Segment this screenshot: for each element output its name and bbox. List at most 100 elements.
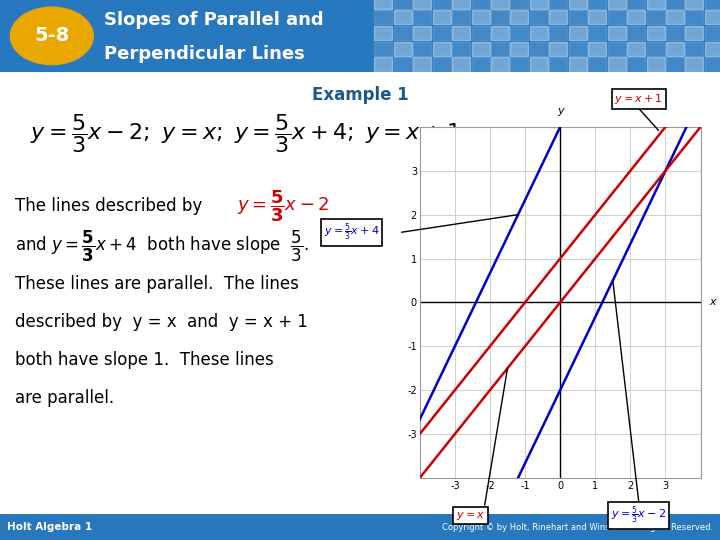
Bar [705,57,720,72]
Bar [433,10,451,24]
Bar [569,57,587,72]
Bar [472,0,490,9]
Bar [452,0,470,9]
Text: both have slope 1.  These lines: both have slope 1. These lines [15,351,274,369]
Bar [394,26,412,40]
Bar [705,26,720,40]
Bar [472,42,490,56]
Bar [647,26,665,40]
Bar [491,57,509,72]
Bar [666,57,684,72]
Bar [510,0,528,9]
Bar [394,42,412,56]
Bar [627,26,645,40]
Bar [510,10,528,24]
Bar [588,57,606,72]
Bar [705,0,720,9]
Bar [627,10,645,24]
Bar [472,10,490,24]
Bar [608,10,626,24]
Bar [413,10,431,24]
Bar [588,10,606,24]
Bar [394,10,412,24]
Bar [530,0,548,9]
Text: y: y [557,106,564,116]
Bar [491,10,509,24]
Bar [510,57,528,72]
Bar [549,10,567,24]
Bar [685,26,703,40]
Bar [530,10,548,24]
Bar [374,42,392,56]
Bar [433,0,451,9]
Bar [666,42,684,56]
Bar [588,42,606,56]
Bar [433,42,451,56]
Text: described by  y = x  and  y = x + 1: described by y = x and y = x + 1 [15,313,308,331]
Text: These lines are parallel.  The lines: These lines are parallel. The lines [15,275,299,293]
Bar [608,42,626,56]
Bar [569,26,587,40]
Bar [510,26,528,40]
Text: The lines described by: The lines described by [15,197,212,215]
Bar [413,26,431,40]
Text: Slopes of Parallel and: Slopes of Parallel and [104,11,324,29]
Bar [666,26,684,40]
Text: 5-8: 5-8 [35,26,69,45]
Bar [510,42,528,56]
Bar [627,57,645,72]
Text: are parallel.: are parallel. [15,389,114,407]
Bar [647,57,665,72]
Bar [472,57,490,72]
Text: Perpendicular Lines: Perpendicular Lines [104,45,305,63]
Bar [452,57,470,72]
Bar [666,0,684,9]
Bar [685,42,703,56]
Bar [530,57,548,72]
Bar [472,26,490,40]
Ellipse shape [10,7,94,65]
Bar [588,26,606,40]
Text: $y = \dfrac{\mathbf{5}}{\mathbf{3}}x - 2$: $y = \dfrac{\mathbf{5}}{\mathbf{3}}x - 2… [237,188,330,224]
Text: $\mathit{y} = \frac{5}{3}\mathit{x}-2$: $\mathit{y} = \frac{5}{3}\mathit{x}-2$ [611,505,666,526]
Text: and $y = \dfrac{\mathbf{5}}{\mathbf{3}}x + 4$  both have slope  $\dfrac{5}{3}$.: and $y = \dfrac{\mathbf{5}}{\mathbf{3}}x… [15,228,309,264]
Text: Copyright © by Holt, Rinehart and Winston. All Rights Reserved.: Copyright © by Holt, Rinehart and Winsto… [441,523,713,531]
Bar [530,42,548,56]
Bar [569,42,587,56]
Bar [666,10,684,24]
Bar [452,26,470,40]
Bar [452,42,470,56]
Bar [647,10,665,24]
Text: $\mathit{y} = \mathit{x}$: $\mathit{y} = \mathit{x}$ [456,510,485,522]
Text: x: x [709,298,716,307]
Bar [374,10,392,24]
Text: $\mathit{y} = \mathit{x}+1$: $\mathit{y} = \mathit{x}+1$ [614,92,663,106]
Bar [413,0,431,9]
Bar [705,10,720,24]
Bar [374,0,392,9]
Bar [569,0,587,9]
Bar [685,10,703,24]
Bar [433,26,451,40]
Bar [491,26,509,40]
Text: Example 1: Example 1 [312,86,408,104]
Bar [705,42,720,56]
Bar [452,10,470,24]
Bar [647,0,665,9]
Bar [685,57,703,72]
Bar [549,42,567,56]
Bar [627,42,645,56]
Bar [608,26,626,40]
Bar [647,42,665,56]
Bar [413,57,431,72]
Bar [588,0,606,9]
Bar [549,26,567,40]
Bar [394,0,412,9]
Text: $\mathit{y} = \frac{5}{3}\mathit{x}+4$: $\mathit{y} = \frac{5}{3}\mathit{x}+4$ [323,221,379,243]
Bar [433,57,451,72]
Bar [530,26,548,40]
Bar [627,0,645,9]
Bar [608,0,626,9]
Bar [394,57,412,72]
Bar [549,57,567,72]
